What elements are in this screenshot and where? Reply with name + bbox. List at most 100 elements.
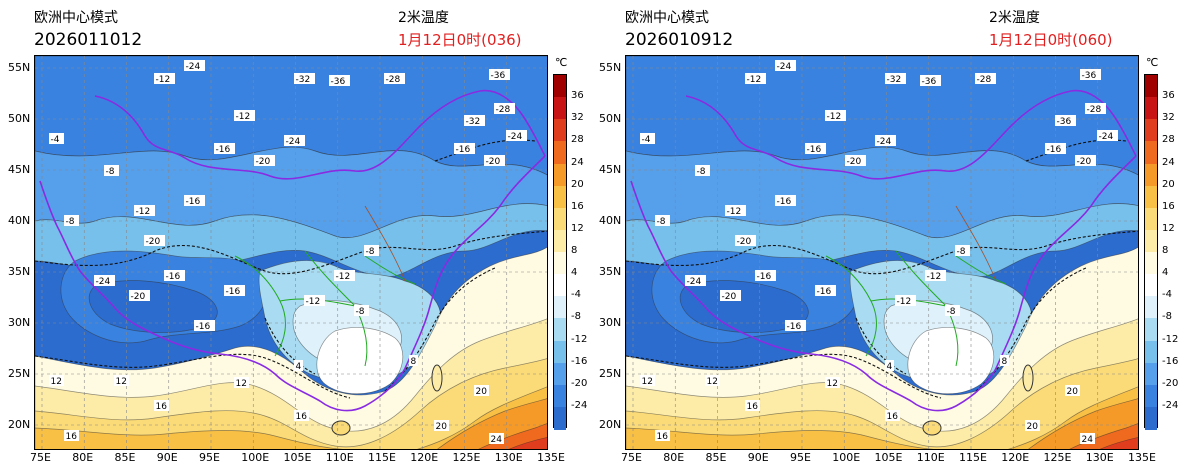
colorbar-segment xyxy=(554,119,566,142)
contour-label: -16 xyxy=(785,320,806,332)
latitude-label: 25N xyxy=(8,367,31,380)
colorbar-tick-label: 12 xyxy=(1162,222,1175,234)
svg-text:-20: -20 xyxy=(737,237,752,247)
contour-label: -24 xyxy=(1097,130,1118,142)
contour-label: 12 xyxy=(114,375,129,387)
contour-label: -28 xyxy=(1085,103,1106,115)
contour-label: -16 xyxy=(214,143,235,155)
contour-label: 20 xyxy=(1025,420,1040,432)
colorbar-tick-label: 16 xyxy=(1162,200,1175,212)
contour-label: 12 xyxy=(705,375,720,387)
svg-text:12: 12 xyxy=(642,377,653,387)
longitude-label: 95E xyxy=(199,451,220,464)
colorbar-segment xyxy=(554,185,566,209)
svg-text:-12: -12 xyxy=(927,272,942,282)
svg-text:-16: -16 xyxy=(777,197,792,207)
contour-label: 20 xyxy=(434,420,449,432)
river-line xyxy=(364,205,406,282)
colorbar-tick-label: 28 xyxy=(1162,134,1175,146)
contour-label: 12 xyxy=(825,377,840,389)
model-name: 欧洲中心模式 xyxy=(34,10,118,26)
temperature-map[interactable]: -24 -28 -32 -36 -36 -28 -36 -24 -20 -16 -12 -12 -16 -… xyxy=(625,55,1139,450)
svg-text:12: 12 xyxy=(236,379,247,389)
svg-text:24: 24 xyxy=(1082,435,1094,445)
forecast-panel-left: 欧洲中心模式 2026011012 2米温度 1月12日0时(036) -24-… xyxy=(8,10,587,464)
forecast-panel-right: 欧洲中心模式 2026010912 2米温度 1月12日0时(060) -24-… xyxy=(591,0,1182,465)
svg-text:-36: -36 xyxy=(1057,117,1072,127)
colorbar-segment xyxy=(1145,318,1157,341)
colorbar-segment xyxy=(554,163,566,187)
latitude-label: 50N xyxy=(8,112,31,125)
svg-text:-24: -24 xyxy=(186,62,201,72)
svg-text:-16: -16 xyxy=(166,272,181,282)
latitude-label: 30N xyxy=(8,316,31,329)
colorbar-segment xyxy=(1145,207,1157,231)
contour-label: -28 xyxy=(975,73,996,85)
province-border xyxy=(895,250,947,307)
contour-label: -36 xyxy=(920,75,941,87)
colorbar xyxy=(1144,74,1158,430)
svg-text:-20: -20 xyxy=(256,157,271,167)
contour-label: 12 xyxy=(49,375,64,387)
contour-label: -16 xyxy=(194,320,215,332)
svg-text:12: 12 xyxy=(707,377,718,387)
province-border xyxy=(825,255,877,357)
contour-label: -16 xyxy=(164,270,185,282)
contour-label: -36 xyxy=(1055,115,1076,127)
temperature-map[interactable]: -24 -28 -32 -36 -36 -28 -32 -24 -20 -16 -12 -12 -16 -… xyxy=(34,55,548,450)
svg-text:-4: -4 xyxy=(51,135,60,145)
contour-label: -20 xyxy=(484,155,505,167)
contour-label: 24 xyxy=(1080,433,1095,445)
contour-label: -8 xyxy=(955,245,970,257)
svg-text:-20: -20 xyxy=(131,292,146,302)
contour-label: 20 xyxy=(1065,385,1080,397)
contour-label: -8 xyxy=(695,165,710,177)
province-border xyxy=(955,255,1007,285)
colorbar-unit: ℃ xyxy=(555,56,568,69)
contour-label: -24 xyxy=(184,60,205,72)
svg-text:-36: -36 xyxy=(331,77,346,87)
contour-label: -12 xyxy=(745,73,766,85)
contour-label: -36 xyxy=(489,69,510,81)
hainan-island xyxy=(922,420,942,436)
svg-text:-16: -16 xyxy=(226,287,241,297)
contour-label: -32 xyxy=(294,73,315,85)
longitude-label: 120E xyxy=(1001,451,1030,464)
contour-label: -20 xyxy=(129,290,150,302)
longitude-label: 100E xyxy=(241,451,270,464)
colorbar-tick-label: 28 xyxy=(571,134,584,146)
temperature-band xyxy=(508,437,547,449)
colorbar-segment xyxy=(554,75,566,98)
isotherm-line xyxy=(264,317,316,375)
latitude-label: 20N xyxy=(599,418,622,431)
latitude-label: 35N xyxy=(599,265,622,278)
contour-label: -24 xyxy=(506,130,527,142)
contour-label: -12 xyxy=(154,73,175,85)
latitude-label: 55N xyxy=(8,61,31,74)
svg-text:-8: -8 xyxy=(66,217,75,227)
longitude-label: 125E xyxy=(452,451,481,464)
colorbar-tick-label: 8 xyxy=(571,245,578,256)
contour-label: 16 xyxy=(154,400,169,412)
colorbar-tick-label: 24 xyxy=(1162,156,1175,168)
colorbar-tick-label: 20 xyxy=(1162,178,1175,190)
contour-label: -12 xyxy=(134,205,155,217)
colorbar-tick-label: 36 xyxy=(571,90,584,102)
colorbar-segment xyxy=(554,362,566,386)
contour-label: -20 xyxy=(1075,155,1096,167)
contour-label: -12 xyxy=(334,270,355,282)
contour-label: 8 xyxy=(409,355,418,367)
province-border xyxy=(304,250,356,307)
contour-label: 4 xyxy=(294,360,303,372)
colorbar-segment xyxy=(554,141,566,164)
colorbar-segment xyxy=(1145,340,1157,364)
svg-text:-8: -8 xyxy=(957,247,966,257)
contour-label: -16 xyxy=(805,143,826,155)
colorbar-tick-label: 8 xyxy=(1162,245,1169,256)
province-border xyxy=(364,255,416,285)
colorbar-segment xyxy=(554,318,566,341)
contour-label: -20 xyxy=(144,235,165,247)
colorbar-segment xyxy=(554,384,566,408)
contour-label: -12 xyxy=(725,205,746,217)
colorbar-segment xyxy=(554,406,566,430)
